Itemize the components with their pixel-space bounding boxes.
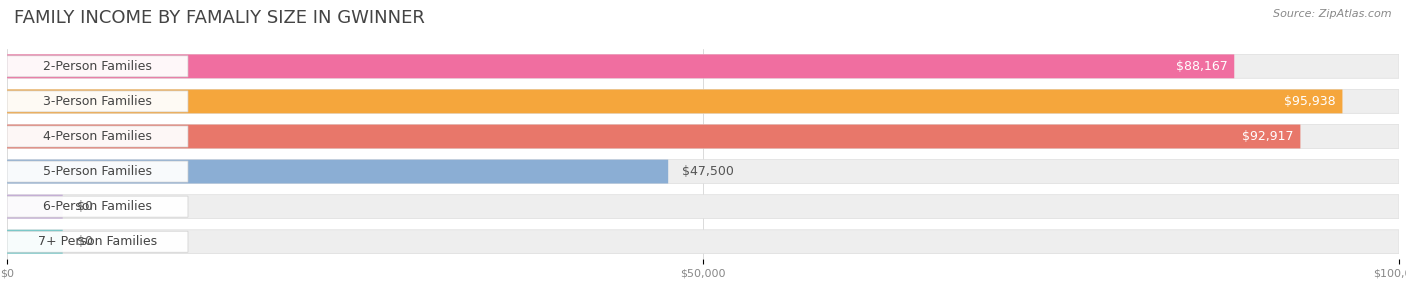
FancyBboxPatch shape bbox=[7, 126, 188, 147]
Text: Source: ZipAtlas.com: Source: ZipAtlas.com bbox=[1274, 9, 1392, 19]
Text: 4-Person Families: 4-Person Families bbox=[44, 130, 152, 143]
FancyBboxPatch shape bbox=[7, 91, 188, 112]
Text: $95,938: $95,938 bbox=[1284, 95, 1336, 108]
FancyBboxPatch shape bbox=[7, 124, 1399, 149]
FancyBboxPatch shape bbox=[7, 160, 668, 184]
Text: $0: $0 bbox=[77, 235, 93, 248]
Text: 3-Person Families: 3-Person Families bbox=[44, 95, 152, 108]
FancyBboxPatch shape bbox=[7, 160, 1399, 184]
FancyBboxPatch shape bbox=[7, 89, 1343, 113]
Text: $88,167: $88,167 bbox=[1175, 60, 1227, 73]
Text: FAMILY INCOME BY FAMALIY SIZE IN GWINNER: FAMILY INCOME BY FAMALIY SIZE IN GWINNER bbox=[14, 9, 425, 27]
Text: 5-Person Families: 5-Person Families bbox=[44, 165, 152, 178]
Text: $47,500: $47,500 bbox=[682, 165, 734, 178]
Text: $92,917: $92,917 bbox=[1241, 130, 1294, 143]
Text: 6-Person Families: 6-Person Families bbox=[44, 200, 152, 213]
FancyBboxPatch shape bbox=[7, 230, 63, 254]
FancyBboxPatch shape bbox=[7, 195, 63, 219]
FancyBboxPatch shape bbox=[7, 230, 1399, 254]
FancyBboxPatch shape bbox=[7, 231, 188, 252]
Text: $0: $0 bbox=[77, 200, 93, 213]
FancyBboxPatch shape bbox=[7, 56, 188, 77]
Text: 2-Person Families: 2-Person Families bbox=[44, 60, 152, 73]
Text: 7+ Person Families: 7+ Person Families bbox=[38, 235, 157, 248]
FancyBboxPatch shape bbox=[7, 124, 1301, 149]
FancyBboxPatch shape bbox=[7, 196, 188, 217]
FancyBboxPatch shape bbox=[7, 54, 1234, 78]
FancyBboxPatch shape bbox=[7, 195, 1399, 219]
FancyBboxPatch shape bbox=[7, 89, 1399, 113]
FancyBboxPatch shape bbox=[7, 161, 188, 182]
FancyBboxPatch shape bbox=[7, 54, 1399, 78]
